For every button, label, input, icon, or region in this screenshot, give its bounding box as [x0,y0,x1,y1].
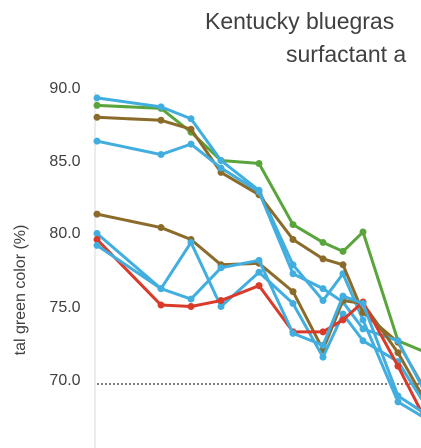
series-8-point-8 [339,292,347,300]
series-6-point-4 [217,303,225,311]
series-6-point-6 [289,300,297,308]
series-3-point-1 [93,113,101,121]
y-tick-label: 85.0 [49,153,80,170]
series-7-point-10 [394,362,402,370]
series-3-point-8 [339,261,347,269]
series-7-point-1 [93,235,101,243]
y-axis-label: tal green color (%) [12,225,29,356]
series-3-point-2 [157,116,165,124]
series-layer [93,94,421,418]
series-4-point-7 [319,285,327,293]
series-8-point-4 [217,264,225,272]
series-1-point-9 [359,228,367,236]
series-8-point-9 [359,300,367,308]
series-1-point-1 [93,101,101,109]
series-7-point-8 [339,316,347,324]
series-1-point-7 [319,238,327,246]
series-5-point-2 [157,224,165,232]
series-6-point-7 [319,353,327,361]
series-4-point-1 [93,137,101,145]
series-8-point-1 [93,241,101,249]
series-7-point-7 [319,328,327,336]
series-3-point-6 [289,235,297,243]
series-8-point-5 [255,256,263,264]
series-4-point-9 [359,325,367,333]
series-2-point-4 [217,157,225,164]
series-6-point-3 [187,238,195,246]
series-2-point-7 [319,297,327,305]
series-5-point-6 [289,288,297,296]
series-5-point-1 [93,210,101,218]
chart-title-line-1: Kentucky bluegras [205,8,394,34]
series-1-point-5 [255,159,263,167]
series-4-point-3 [187,140,195,148]
series-8-point-10 [394,392,402,400]
series-2-point-10 [394,398,402,406]
series-7-point-3 [187,303,195,311]
series-4-point-10 [394,337,402,345]
series-7-point-5 [255,282,263,290]
series-8-point-3 [187,295,195,303]
series-2-point-9 [359,316,367,324]
series-3-point-3 [187,125,195,133]
y-tick-labels: 90.0 85.0 80.0 75.0 70.0 [49,80,80,389]
y-tick-label: 75.0 [49,299,80,316]
series-7-point-4 [217,297,225,305]
series-6-point-9 [359,337,367,345]
series-2-point-3 [187,115,195,123]
series-4-point-6 [289,270,297,278]
series-1-point-8 [339,247,347,255]
series-6-point-8 [339,310,347,318]
y-tick-label: 70.0 [49,372,80,389]
y-tick-label: 90.0 [49,80,80,97]
series-4-point-5 [255,188,263,196]
series-2-point-1 [93,94,101,102]
series-6-point-5 [255,268,263,276]
series-6-point-1 [93,230,101,238]
series-1-point-6 [289,221,297,229]
series-8-point-7 [319,341,327,349]
chart-title-line-2: surfactant a [286,41,406,67]
series-3-point-7 [319,255,327,263]
series-8-point-6 [289,329,297,337]
y-tick-label: 80.0 [49,225,80,242]
series-7-point-2 [157,301,165,309]
series-4-point-2 [157,151,165,159]
series-5-point-10 [394,349,402,357]
series-8-point-2 [157,285,165,293]
series-4-point-4 [217,164,225,172]
series-2-point-2 [157,103,165,111]
